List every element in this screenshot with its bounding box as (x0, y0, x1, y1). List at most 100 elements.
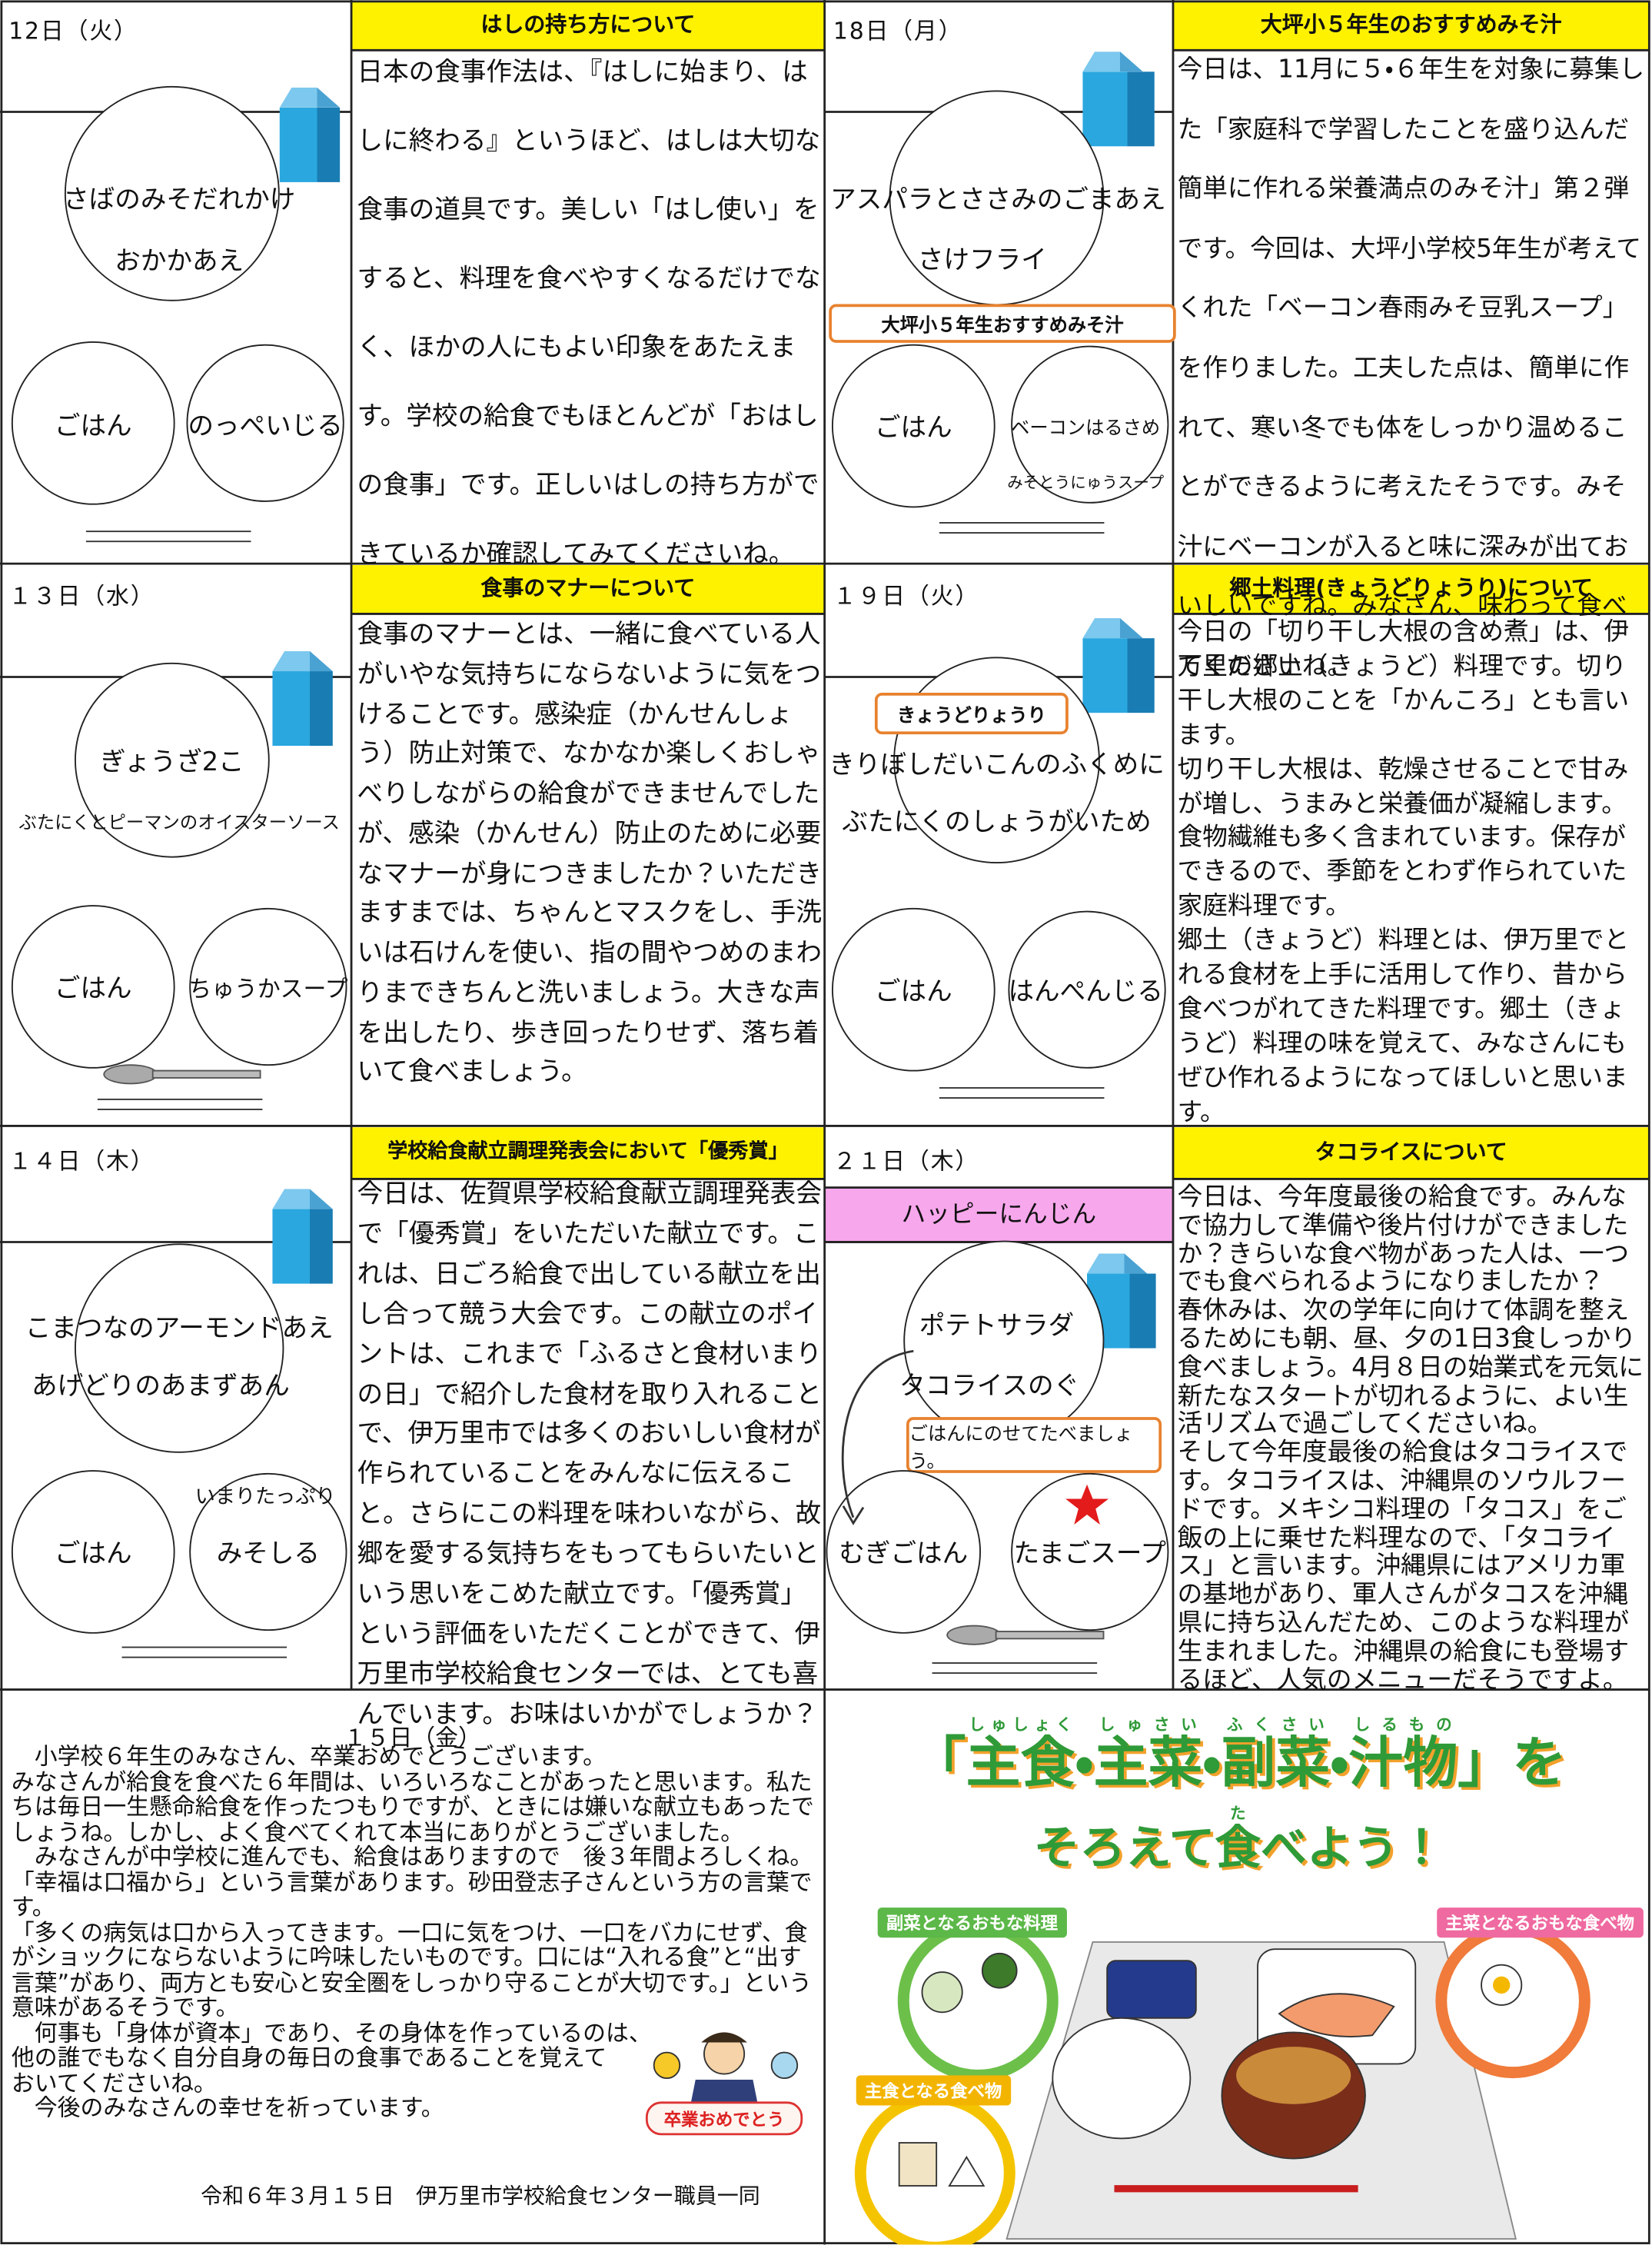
menu-item: みそとうにゅうスープ (1007, 473, 1165, 492)
note: きょうどりょうり (874, 693, 1069, 735)
article: 今日は、11月に５・６年生を対象に募集した「家庭科で学習したことを盛り込んだ簡単… (1178, 42, 1648, 698)
small-dish (1106, 1960, 1197, 2019)
arrow-head (842, 1505, 865, 1525)
title-text: 汁物 (1348, 1731, 1458, 1794)
menu-item: おかかあえ (115, 246, 244, 278)
paragraph: 春休みは、次の学年に向けて体調を整えるためにも朝、昼、夕の1日3食しっかり食べま… (1177, 1296, 1644, 1439)
article: 今日は、佐賀県学校給食献立調理発表会で「優秀賞」をいただいた献立です。これは、日… (357, 1175, 822, 1735)
ruby-word: 主食しゅしょく (966, 1715, 1075, 1794)
graduation-illustration (645, 2032, 803, 2136)
date: １９日（火） (833, 582, 980, 610)
plate (11, 905, 175, 1069)
plate (893, 657, 1100, 864)
paragraph: 切り干し大根は、乾燥させることで甘みが増し、うまみと栄養価が凝縮します。食物繊維… (1177, 755, 1629, 922)
menu-item: ごはん (54, 1538, 132, 1569)
poster-title: 「主食しゅしょく・主菜しゅさい・副菜ふくさい・汁物しるもの」を (829, 1715, 1649, 1797)
paragraph: 日本の食事作法は、『はしに始まり、はしに終わる』というほど、はしは大切な食事の道… (357, 57, 821, 570)
menu-item: ごはん (874, 413, 952, 444)
title-bands (351, 1, 1650, 1179)
section-title: タコライスについて (1315, 1139, 1507, 1165)
title-band (351, 1, 825, 51)
note: 大坪小５年生おすすめみそ汁 (829, 304, 1176, 343)
menu-item: たまごスープ (1013, 1538, 1167, 1569)
plate (186, 344, 344, 502)
date: 18日（月） (833, 17, 963, 45)
paragraph: 郷土（きょうど）料理とは、伊万里でとれる食材を上手に活用して作り、昔から食べつが… (1177, 926, 1630, 1127)
milk-carton (1082, 72, 1155, 147)
label: 主菜となるおもな食べ物 (1437, 1907, 1644, 1938)
paragraph: そして今年度最後の給食はタコライスです。タコライスは、沖縄県のソウルフードです。… (1177, 1438, 1630, 1695)
decorations (841, 1349, 1109, 1525)
title-text: 副菜 (1221, 1731, 1331, 1794)
plate (75, 1243, 284, 1453)
plate (11, 341, 175, 505)
paragraph: 「幸福は口福から」という言葉があります。砂田登志子さんという方の言葉です。 (11, 1868, 813, 1921)
section-title: 食事のマナーについて (480, 575, 696, 601)
chopsticks (85, 530, 251, 543)
chopsticks (939, 522, 1105, 534)
reading: しゅしょく (966, 1715, 1075, 1734)
milk-carton (1082, 638, 1155, 713)
chick (770, 2051, 799, 2080)
label: 主食となる食べ物 (856, 2075, 1011, 2106)
menu-item: ぶたにくのしょうがいため (842, 807, 1152, 838)
plate (889, 90, 1105, 306)
reading: ふくさい (1221, 1715, 1331, 1734)
paragraph: 今日は、今年度最後の給食です。みんなで協力して準備や後片付けができましたか？きら… (1177, 1183, 1630, 1298)
chick (653, 2051, 681, 2080)
menu-item: さばのみそだれかけ (63, 185, 296, 215)
food (921, 1971, 963, 2014)
chopsticks (939, 1087, 1105, 1099)
plate (903, 1240, 1105, 1442)
menu-item: タコライスのぐ (899, 1371, 1080, 1402)
hair (701, 2032, 747, 2043)
ruby-word: 食た (1215, 1804, 1261, 1874)
title-text: ・ (1075, 1731, 1094, 1794)
paragraph: 今日の「切り干し大根の含め煮」は、伊万里の郷土（きょうど）料理です。切り干し大根… (1177, 618, 1630, 750)
paragraph: 何事も「身体が資本」であり、その身体を作っているのは、 他の誰でもなく自分自身の… (11, 2018, 652, 2097)
title-band (1172, 565, 1650, 614)
plate (831, 344, 996, 508)
onigiri (948, 2155, 986, 2187)
plate (1008, 910, 1166, 1069)
title-text: 」を (1458, 1731, 1567, 1794)
paragraph: 今日は、11月に５・６年生を対象に募集した「家庭科で学習したことを盛り込んだ簡単… (1177, 55, 1645, 681)
section-title: 学校給食献立調理発表会において「優秀賞」 (387, 1140, 789, 1163)
menu-item: アスパラとささみのごまあえ (830, 185, 1166, 215)
article: 今日の「切り干し大根の含め煮」は、伊万里の郷土（きょうど）料理です。切り干し大根… (1178, 617, 1648, 1131)
ruby-word: 副菜ふくさい (1221, 1715, 1331, 1794)
section-title: 郷土料理(きょうどりょうり)について (1229, 575, 1593, 601)
menu-item: はんぺんじる (1008, 976, 1163, 1007)
chopsticks (121, 1646, 288, 1658)
menu-item: みそしる (216, 1538, 321, 1569)
plate (831, 907, 996, 1072)
yolk (1492, 1976, 1511, 1994)
banner (645, 2101, 803, 2136)
spoon (103, 1064, 261, 1085)
note: ごはんにのせてたべましょう。 (906, 1417, 1162, 1473)
menu-item: ごはん (54, 973, 132, 1004)
section-title: はしの持ち方について (480, 11, 696, 38)
reading: しゅさい (1093, 1715, 1203, 1734)
message: 小学校６年生のみなさん、卒業おめでとうございます。 みなさんが給食を食べた６年間は… (12, 1744, 817, 2120)
menu-item: さけフライ (917, 245, 1047, 276)
article: 日本の食事作法は、『はしに始まり、はしに終わる』というほど、はしは大切な食事の道… (357, 38, 822, 589)
section-title: 大坪小５年生のおすすめみそ汁 (1260, 11, 1562, 38)
date: ２１日（木） (833, 1147, 980, 1175)
paragraph: みなさんが中学校に進んでも、給食はありますので 後３年間よろしくね。 (11, 1843, 813, 1871)
reading: しるもの (1348, 1715, 1458, 1734)
arrow (841, 1349, 914, 1518)
date: １４日（木） (8, 1147, 155, 1175)
menu-item: ごはん (874, 976, 952, 1007)
chopsticks (97, 1098, 263, 1110)
paragraph: 今日は、佐賀県学校給食献立調理発表会で「優秀賞」をいただいた献立です。これは、日… (357, 1179, 822, 1730)
star (1065, 1484, 1109, 1525)
article: 今日は、今年度最後の給食です。みんなで協力して準備や後片付けができましたか？きら… (1177, 1183, 1648, 1696)
menu-item: いまりたっぷり (194, 1485, 336, 1509)
menu-item: きりぼしだいこんのふくめに (829, 750, 1165, 780)
chopsticks (932, 1662, 1098, 1675)
plate (75, 662, 270, 858)
